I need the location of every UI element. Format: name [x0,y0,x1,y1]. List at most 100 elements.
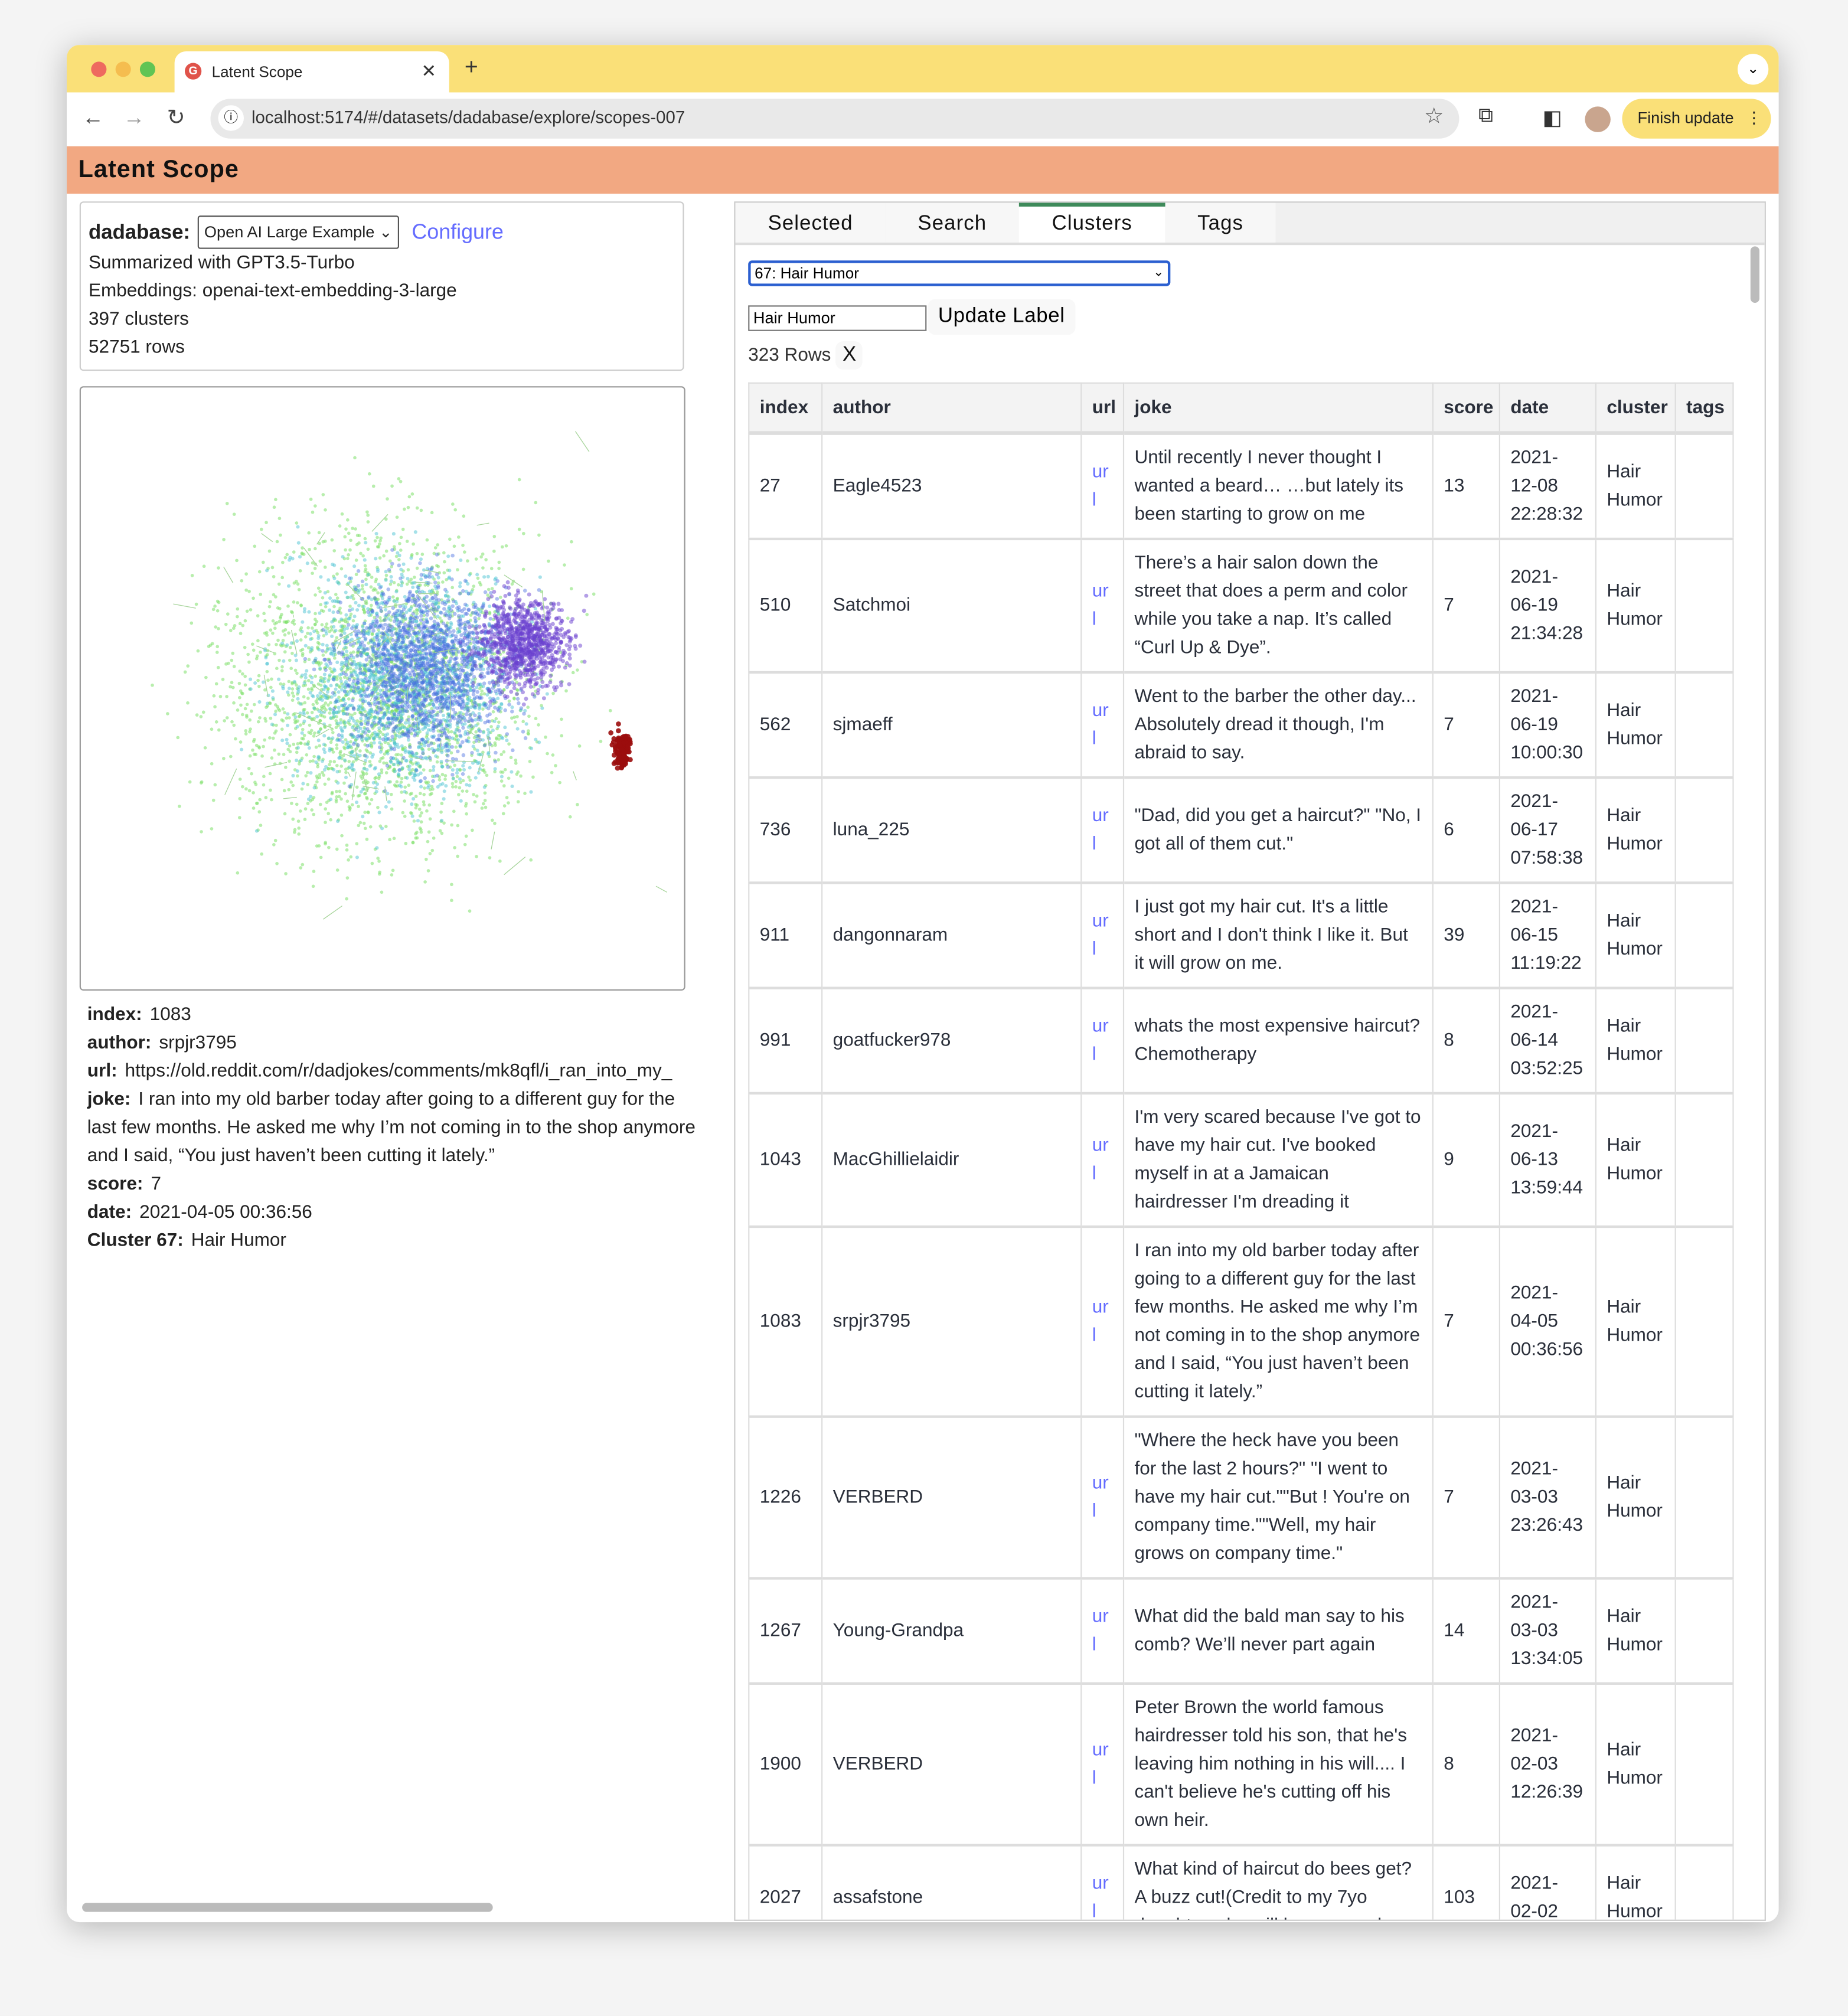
scatter-point [404,649,409,654]
scatter-point [196,649,200,653]
scatter-point [510,770,514,774]
scatter-point [487,731,491,735]
extensions-icon[interactable]: ⧉ [1478,105,1493,128]
scatter-plot[interactable] [79,386,685,991]
scatter-point [425,756,429,761]
scatter-point [338,677,342,680]
scatter-point [450,744,455,749]
scatter-point [415,566,419,570]
scatter-point [430,511,434,515]
scatter-point [318,611,322,615]
scatter-point [358,749,362,753]
scatter-point [265,521,268,524]
maximize-window-button[interactable] [139,61,156,77]
scatter-point [521,720,525,724]
tab-search-chevron-icon[interactable]: ⌄ [1738,54,1769,85]
scatter-point [384,687,389,691]
scatter-point [406,664,410,668]
scatter-point [289,780,293,784]
scatter-point [483,703,487,708]
profile-avatar[interactable] [1585,106,1611,132]
scatter-point [210,827,214,831]
scatter-point [371,669,376,674]
scatter-point [259,527,263,531]
scatter-point [474,739,479,743]
scatter-point [463,623,467,626]
scatter-point [554,764,557,767]
scatter-point [325,690,329,694]
scope-select[interactable]: Open AI Large Example ⌄ [198,215,399,249]
scatter-point [406,599,410,603]
scatter-point [384,517,388,521]
scatter-point [371,625,376,629]
side-panel-icon[interactable]: ◧ [1542,107,1562,130]
scatter-point [407,767,412,772]
scatter-point [467,775,471,779]
configure-link[interactable]: Configure [412,220,504,244]
minimize-window-button[interactable] [115,61,131,77]
scatter-point [303,659,307,664]
back-icon[interactable]: ← [82,105,105,130]
scatter-point [243,683,247,687]
scatter-point [292,713,295,717]
scatter-point [381,626,386,630]
scatter-point [269,628,273,632]
scatter-point [486,593,490,597]
scatter-point [453,689,458,693]
scatter-point [323,677,327,681]
scatter-point [465,783,469,787]
close-tab-icon[interactable]: ✕ [421,60,437,81]
scatter-point [449,730,453,734]
scatter-point [301,546,304,550]
scatter-point [387,800,391,804]
scatter-point [281,560,285,564]
scatter-point [440,764,445,769]
scatter-point [521,730,525,734]
scatter-point [440,773,445,776]
scatter-point [375,614,380,618]
scatter-point [316,630,320,635]
forward-icon[interactable]: → [123,105,145,130]
scatter-point [362,621,367,626]
address-bar[interactable]: ⓘ localhost:5174/#/datasets/dadabase/exp… [210,99,1460,139]
scatter-point [277,582,281,586]
scatter-point [325,622,329,626]
bookmark-star-icon[interactable]: ☆ [1424,104,1444,129]
scatter-point [492,719,497,724]
scatter-point [443,744,448,749]
scatter-point [285,741,289,746]
scatter-point [445,724,449,728]
scatter-point [341,753,345,757]
scatter-point [488,612,492,616]
scatter-point [358,653,363,658]
scatter-point [391,696,396,700]
url-text[interactable]: localhost:5174/#/datasets/dadabase/explo… [252,107,685,128]
scatter-point [298,555,302,559]
scatter-point [419,583,422,587]
scatter-svg[interactable] [81,387,684,989]
scatter-point [415,836,419,840]
scatter-point [378,586,383,590]
scatter-point [348,616,352,620]
scatter-point [474,723,478,728]
scatter-point [317,531,321,535]
close-window-button[interactable] [91,61,107,77]
browser-tab[interactable]: G Latent Scope ✕ [174,51,449,93]
scatter-point [378,759,382,763]
scatter-point [499,753,504,756]
scatter-point [312,734,316,738]
scatter-point [217,566,220,570]
scatter-point [345,626,350,630]
scatter-point [465,709,470,713]
scatter-point [190,621,194,625]
scatter-point [443,560,446,564]
reload-icon[interactable]: ↻ [166,105,185,130]
scatter-point [471,689,476,693]
scatter-point [285,716,289,720]
new-tab-icon[interactable]: + [464,54,478,80]
scatter-point [386,737,391,741]
scatter-point [283,711,286,715]
finish-update-button[interactable]: Finish update ⋮ [1622,99,1771,139]
site-info-icon[interactable]: ⓘ [218,105,244,131]
scatter-point [280,641,285,645]
